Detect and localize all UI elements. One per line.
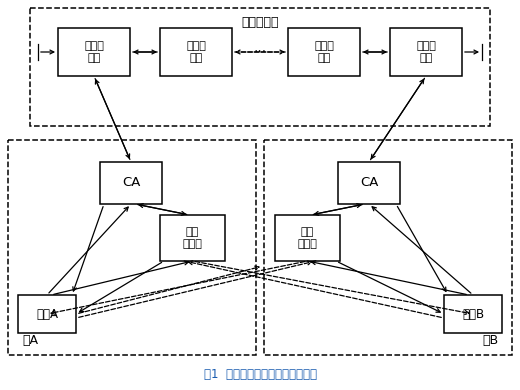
Text: 用户B: 用户B bbox=[462, 307, 484, 321]
Text: ···: ··· bbox=[253, 45, 267, 59]
Bar bbox=[160, 215, 225, 261]
Bar bbox=[390, 28, 462, 76]
Text: 认证
服务器: 认证 服务器 bbox=[183, 227, 202, 249]
Text: 域A: 域A bbox=[22, 335, 38, 347]
Bar bbox=[338, 162, 400, 204]
Bar bbox=[160, 28, 232, 76]
Text: 区块链
节点: 区块链 节点 bbox=[416, 41, 436, 63]
Text: 区块链
节点: 区块链 节点 bbox=[314, 41, 334, 63]
Bar bbox=[444, 295, 502, 333]
Text: 区块链网络: 区块链网络 bbox=[241, 16, 279, 28]
Bar bbox=[30, 8, 490, 126]
Bar bbox=[18, 295, 76, 333]
Bar bbox=[8, 140, 256, 355]
Text: 认证
服务器: 认证 服务器 bbox=[297, 227, 317, 249]
Text: 区块链
节点: 区块链 节点 bbox=[84, 41, 104, 63]
Bar bbox=[275, 215, 340, 261]
Text: 域B: 域B bbox=[482, 335, 498, 347]
Text: CA: CA bbox=[360, 177, 378, 190]
Text: 区块链
节点: 区块链 节点 bbox=[186, 41, 206, 63]
Text: 用户A: 用户A bbox=[36, 307, 58, 321]
Text: CA: CA bbox=[122, 177, 140, 190]
Bar bbox=[100, 162, 162, 204]
Bar bbox=[288, 28, 360, 76]
Bar bbox=[58, 28, 130, 76]
Bar bbox=[264, 140, 512, 355]
Text: 图1  基于数字证书的可信跨域认证: 图1 基于数字证书的可信跨域认证 bbox=[203, 369, 317, 381]
